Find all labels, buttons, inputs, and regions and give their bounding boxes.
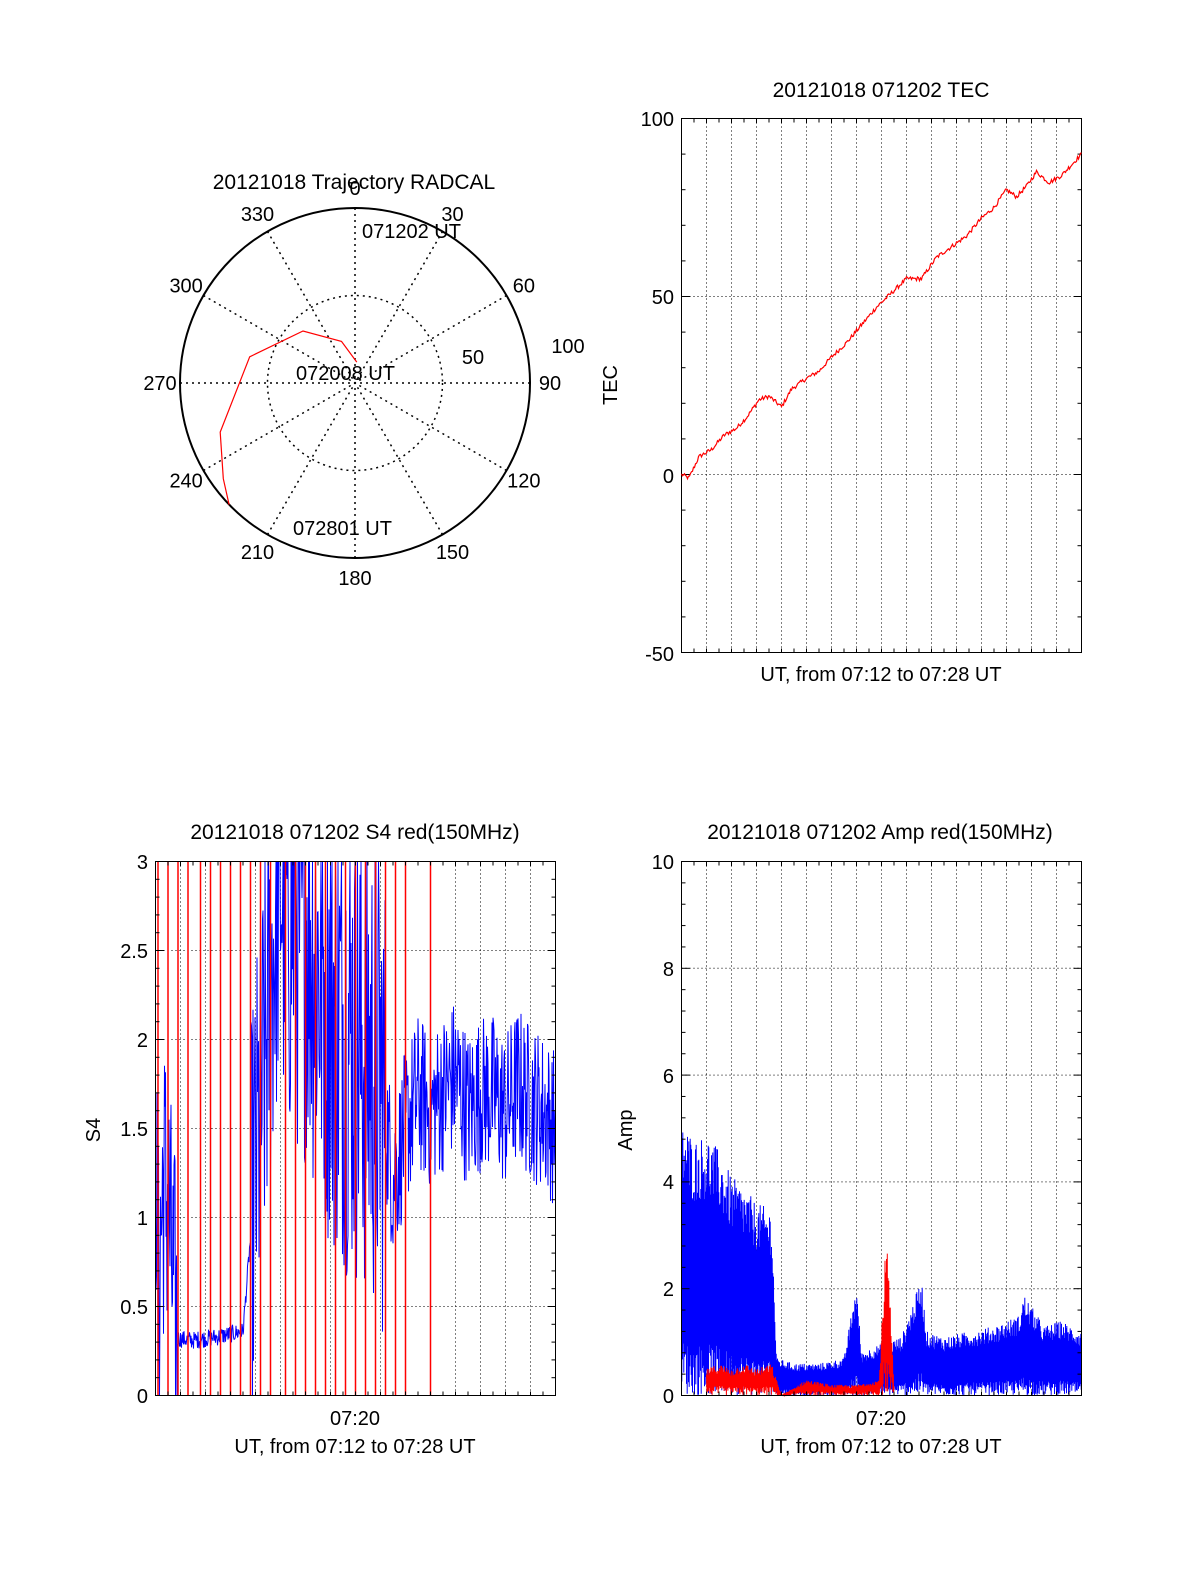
amp-ytick-10: 10 — [652, 852, 674, 874]
polar-angle-label-270: 270 — [143, 373, 176, 395]
amp-ytick-6: 6 — [663, 1066, 674, 1088]
polar-angle-label-30: 30 — [441, 204, 463, 226]
s4-xlabel: UT, from 07:12 to 07:28 UT — [234, 1436, 475, 1458]
polar-angle-label-330: 330 — [241, 204, 274, 226]
tec-ytick-neg50: -50 — [645, 644, 674, 666]
polar-angle-label-300: 300 — [169, 276, 202, 298]
tec-xlabel: UT, from 07:12 to 07:28 UT — [760, 664, 1001, 686]
amp-xlabel: UT, from 07:12 to 07:28 UT — [760, 1436, 1001, 1458]
polar-radius-label-50: 50 — [462, 347, 484, 369]
s4-ticks — [155, 861, 556, 1396]
polar-radius-label-100: 100 — [551, 336, 584, 358]
s4-ytick-3: 3 — [137, 852, 148, 874]
polar-angle-label-180: 180 — [338, 568, 371, 590]
polar-angle-label-60: 60 — [513, 276, 535, 298]
polar-spokes — [180, 208, 530, 558]
s4-xtick-0720: 07:20 — [330, 1408, 380, 1430]
tec-chart: 20121018 071202 TEC 100 50 0 -50 TEC UT,… — [600, 79, 1082, 686]
tec-title: 20121018 071202 TEC — [773, 79, 990, 102]
amp-chart: 20121018 071202 Amp red(150MHz) 10 8 6 4… — [615, 821, 1082, 1458]
polar-angle-label-120: 120 — [507, 471, 540, 493]
tec-grid — [681, 118, 1082, 653]
amp-title: 20121018 071202 Amp red(150MHz) — [707, 821, 1053, 844]
amp-ytick-0: 0 — [663, 1386, 674, 1408]
amp-ytick-8: 8 — [663, 959, 674, 981]
amp-red-series — [706, 1253, 895, 1398]
tec-ytick-0: 0 — [663, 466, 674, 488]
s4-ytick-2: 2 — [137, 1030, 148, 1052]
s4-ytick-0: 0 — [137, 1386, 148, 1408]
tec-ylabel: TEC — [600, 365, 622, 405]
amp-ytick-2: 2 — [663, 1279, 674, 1301]
s4-ytick-1.5: 1.5 — [120, 1119, 148, 1141]
polar-angle-labels: 0 30 60 90 120 150 180 210 240 270 300 330 — [143, 178, 561, 590]
polar-angle-label-240: 240 — [169, 471, 202, 493]
polar-angle-label-0: 0 — [349, 178, 360, 200]
annotation-mid: 072008 UT — [296, 363, 395, 385]
annotation-end: 072801 UT — [293, 518, 392, 540]
polar-title: 20121018 Trajectory RADCAL — [213, 171, 496, 194]
s4-ylabel: S4 — [83, 1118, 105, 1142]
polar-inner-circle — [266, 294, 444, 472]
tec-ticks — [681, 118, 1082, 653]
s4-ytick-2.5: 2.5 — [120, 941, 148, 963]
polar-trajectory-line — [219, 330, 358, 505]
amp-ylabel: Amp — [615, 1109, 637, 1150]
amp-red-line — [706, 1253, 895, 1398]
amp-ytick-4: 4 — [663, 1172, 674, 1194]
amp-xtick-0720: 07:20 — [856, 1408, 906, 1430]
polar-angle-label-90: 90 — [539, 373, 561, 395]
polar-trajectory-chart: 20121018 Trajectory RADCAL 0 30 60 90 120 150… — [143, 171, 584, 590]
tec-ytick-50: 50 — [652, 287, 674, 309]
tec-series-line — [680, 152, 1082, 481]
s4-ytick-1: 1 — [137, 1208, 148, 1230]
amp-grid — [681, 861, 1082, 1396]
polar-angle-label-150: 150 — [436, 542, 469, 564]
polar-spoke-150 — [266, 231, 444, 535]
amp-ticks — [681, 861, 1082, 1396]
s4-title: 20121018 071202 S4 red(150MHz) — [190, 821, 519, 844]
s4-chart: 20121018 071202 S4 red(150MHz) 3 2.5 2 1… — [83, 821, 556, 1458]
tec-ytick-100: 100 — [641, 109, 674, 131]
polar-angle-label-210: 210 — [241, 542, 274, 564]
s4-ytick-0.5: 0.5 — [120, 1297, 148, 1319]
annotation-start: 071202 UT — [362, 221, 461, 243]
